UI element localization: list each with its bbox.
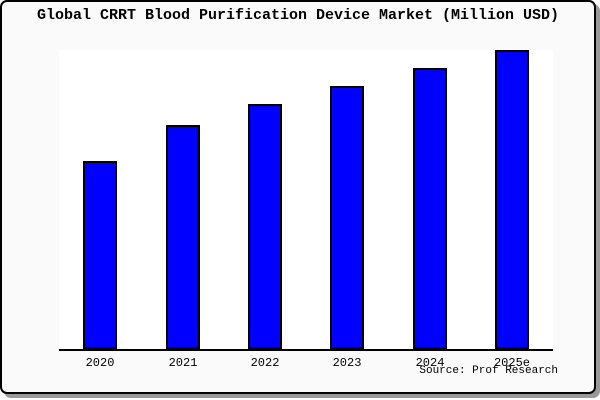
source-credit: Source: Prof Research bbox=[419, 365, 558, 377]
x-tick-label-2020: 2020 bbox=[85, 356, 115, 370]
chart-panel: Global CRRT Blood Purification Device Ma… bbox=[0, 0, 596, 394]
x-tick-label-2022: 2022 bbox=[250, 356, 280, 370]
bar-2024 bbox=[413, 68, 447, 349]
x-tick-label-2025e: 2025e bbox=[493, 356, 530, 370]
x-tick-label-2024: 2024 bbox=[415, 356, 445, 370]
bars-container bbox=[59, 50, 553, 349]
bar-2023 bbox=[330, 86, 364, 349]
bar-2025e bbox=[495, 50, 529, 349]
bar-2022 bbox=[248, 104, 282, 349]
x-tick-label-2023: 2023 bbox=[332, 356, 362, 370]
bar-2021 bbox=[166, 125, 200, 349]
x-tick-label-2021: 2021 bbox=[168, 356, 198, 370]
chart-title: Global CRRT Blood Purification Device Ma… bbox=[36, 7, 560, 24]
plot-area bbox=[59, 50, 553, 351]
x-axis-labels: 2020 2021 2022 2023 2024 2025e bbox=[59, 356, 553, 372]
bar-2020 bbox=[83, 161, 117, 349]
